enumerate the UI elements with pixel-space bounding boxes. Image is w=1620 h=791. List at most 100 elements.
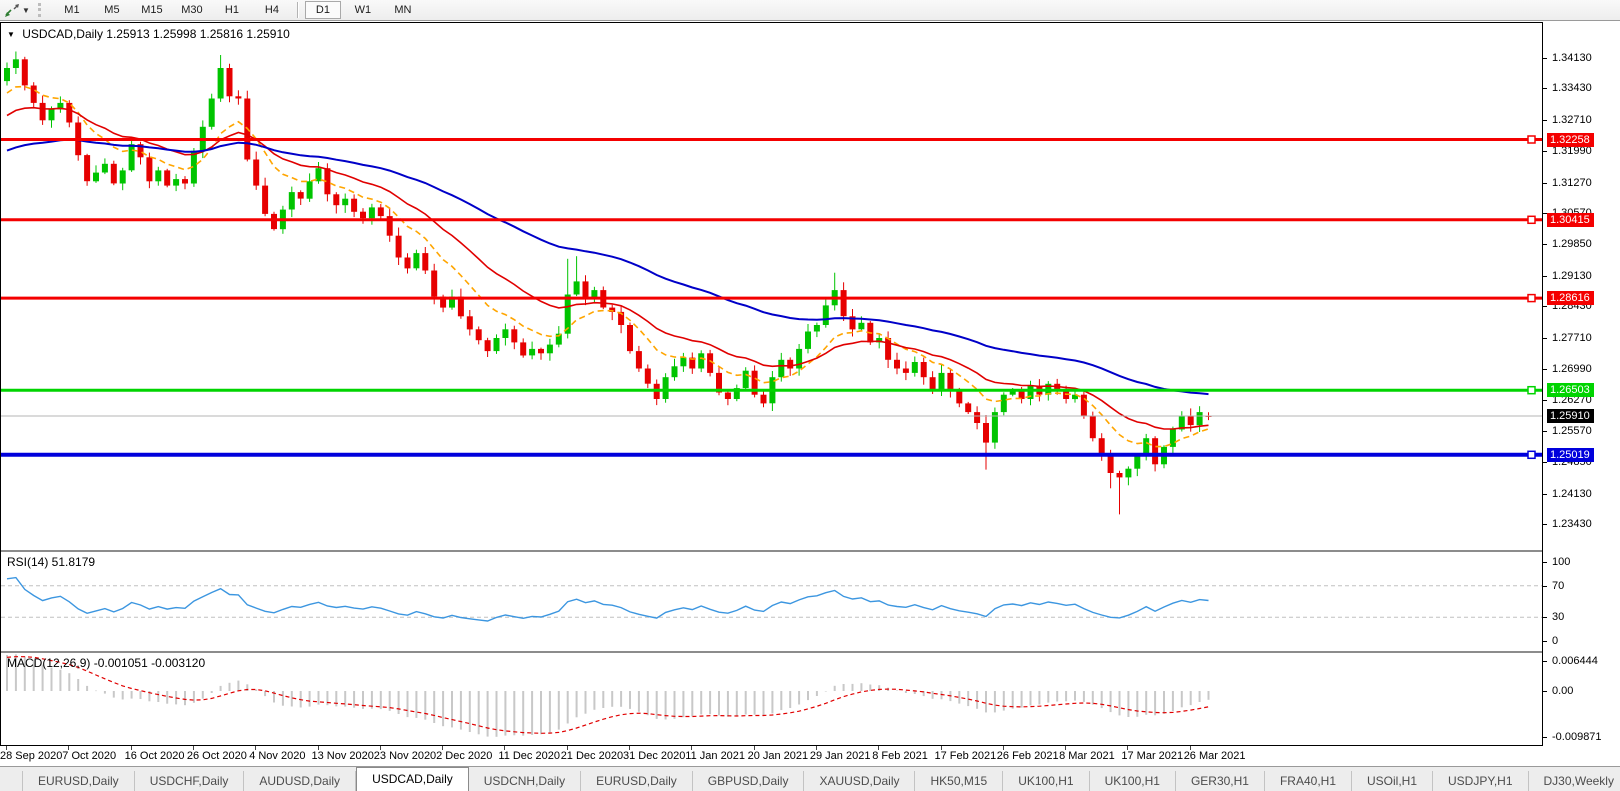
- timeframe-button-d1[interactable]: D1: [304, 1, 341, 19]
- macd-tick-label: 0.006444: [1552, 654, 1598, 667]
- timeframe-button-m1[interactable]: M1: [64, 4, 80, 16]
- macd-tick-label: -0.009871: [1552, 731, 1602, 744]
- date-tick-mark: [379, 746, 381, 750]
- price-tick-mark: [1543, 151, 1547, 153]
- chart-tab-audusd-daily[interactable]: AUDUSD,Daily: [244, 771, 357, 791]
- chart-tab-usdchf-daily[interactable]: USDCHF,Daily: [135, 771, 245, 791]
- timeframe-button-h4[interactable]: H4: [264, 4, 279, 16]
- macd-tick-mark: [1543, 691, 1547, 692]
- date-tick-label: 23 Nov 2020: [373, 750, 437, 762]
- crosshair-cursor-icon[interactable]: [3, 2, 21, 18]
- cursor-dropdown-caret-icon[interactable]: ▼: [22, 5, 30, 15]
- price-tick-mark: [1543, 523, 1547, 525]
- chart-symbol-period: USDCAD,Daily: [22, 27, 103, 41]
- price-tick-label: 1.27710: [1552, 331, 1592, 344]
- date-axis[interactable]: 28 Sep 2020 7 Oct 2020 16 Oct 2020 26 Oct 2…: [0, 746, 1543, 766]
- rsi-tick-mark: [1543, 562, 1547, 563]
- collapse-triangle-icon[interactable]: ▼: [7, 30, 15, 39]
- chart-tab-gbpusd-daily[interactable]: GBPUSD,Daily: [693, 771, 805, 791]
- date-tick-mark: [1002, 746, 1004, 750]
- date-tick-mark: [504, 746, 506, 750]
- toolbar-drag-handle[interactable]: [37, 3, 45, 17]
- price-tick-label: 1.34130: [1552, 52, 1592, 64]
- rsi-indicator-canvas[interactable]: [1, 552, 1542, 651]
- panel-divider[interactable]: [1, 550, 1542, 552]
- level-price-label: 1.25019: [1547, 447, 1594, 462]
- panel-divider[interactable]: [1, 651, 1542, 653]
- chart-tab-uk100-h1[interactable]: UK100,H1: [1003, 771, 1090, 791]
- rsi-tick-mark: [1543, 617, 1547, 619]
- date-tick-mark: [629, 746, 630, 750]
- chart-tab-uk100-h1[interactable]: UK100,H1: [1090, 771, 1176, 791]
- price-tick-label: 1.31990: [1552, 145, 1592, 158]
- date-tick-mark: [1127, 746, 1129, 750]
- chart-tab-fra40-h1[interactable]: FRA40,H1: [1265, 771, 1352, 791]
- timeframe-button-w1[interactable]: W1: [354, 4, 372, 16]
- price-tick-label: 1.31270: [1552, 176, 1592, 189]
- timeframe-button-m30[interactable]: M30: [181, 4, 203, 16]
- rsi-tick-label: 30: [1552, 611, 1565, 624]
- price-tick-mark: [1543, 244, 1547, 246]
- chart-tab-xauusd-daily[interactable]: XAUUSD,Daily: [804, 771, 916, 791]
- timeframe-button-m15[interactable]: M15: [141, 4, 163, 16]
- chart-tab-usdcnh-daily[interactable]: USDCNH,Daily: [469, 771, 582, 791]
- price-tick-label: 1.26270: [1552, 394, 1592, 407]
- date-tick-mark: [566, 746, 568, 750]
- chart-tab-hk50-m15[interactable]: HK50,M15: [915, 771, 1004, 791]
- date-tick-label: 29 Jan 2021: [809, 750, 871, 762]
- date-tick-label: 28 Sep 2020: [0, 750, 63, 762]
- price-chart-canvas[interactable]: [1, 23, 1542, 550]
- top-toolbar: ▼ M1 M5 M15 M30 H1 H4 D1 W1 MN: [0, 0, 1620, 21]
- timeframe-toolbar: M1 M5 M15 M30 H1 H4 D1 W1 MN: [52, 1, 423, 19]
- macd-indicator-canvas[interactable]: [1, 653, 1542, 745]
- price-tick-label: 1.29850: [1552, 238, 1592, 251]
- date-tick-label: 31 Dec 2020: [623, 750, 686, 762]
- date-tick-label: 26 Mar 2021: [1183, 750, 1246, 762]
- price-tick-label: 1.26990: [1552, 362, 1592, 375]
- price-tick-mark: [1543, 337, 1547, 339]
- chart-tab-eurusd-daily[interactable]: EURUSD,Daily: [581, 771, 693, 791]
- chart-tab-usoil-h1[interactable]: USOil,H1: [1352, 771, 1434, 791]
- date-tick-label: 26 Oct 2020: [186, 750, 247, 762]
- chart-tab-usdjpy-h1[interactable]: USDJPY,H1: [1433, 771, 1529, 791]
- macd-tick-mark: [1543, 660, 1547, 662]
- date-tick-label: 17 Mar 2021: [1121, 750, 1184, 762]
- level-price-label: 1.32258: [1547, 132, 1594, 147]
- chart-title: ▼ USDCAD,Daily 1.25913 1.25998 1.25816 1…: [7, 27, 290, 41]
- date-tick-label: 8 Feb 2021: [872, 750, 928, 762]
- date-tick-mark: [691, 746, 693, 750]
- timeframe-button-m5[interactable]: M5: [104, 4, 120, 16]
- price-tick-mark: [1543, 462, 1547, 464]
- rsi-tick-label: 0: [1552, 635, 1559, 647]
- price-tick-mark: [1543, 430, 1547, 432]
- date-tick-mark: [815, 746, 817, 750]
- date-tick-mark: [940, 746, 942, 750]
- rsi-tick-mark: [1543, 585, 1547, 587]
- timeframe-button-mn[interactable]: MN: [394, 4, 412, 16]
- price-tick-label: 1.33430: [1552, 82, 1592, 95]
- chart-tab-ger30-h1[interactable]: GER30,H1: [1176, 771, 1265, 791]
- chart-tab-eurusd-daily[interactable]: EURUSD,Daily: [22, 771, 135, 791]
- chart-window: [0, 22, 1543, 746]
- date-tick-mark: [6, 746, 7, 750]
- macd-label: MACD(12,26,9) -0.001051 -0.003120: [7, 656, 206, 670]
- timeframe-button-h1[interactable]: H1: [224, 4, 239, 16]
- date-tick-label: 26 Feb 2021: [996, 750, 1059, 762]
- date-tick-label: 20 Jan 2021: [747, 750, 809, 762]
- date-tick-mark: [192, 746, 194, 750]
- price-tick-mark: [1543, 306, 1547, 308]
- date-tick-label: 13 Nov 2020: [311, 750, 374, 762]
- price-tick-mark: [1543, 400, 1547, 402]
- price-tick-label: 1.23430: [1552, 517, 1592, 530]
- price-tick-mark: [1543, 88, 1547, 90]
- date-tick-label: 7 Oct 2020: [62, 750, 117, 762]
- price-axis[interactable]: 1.341301.334301.327101.319901.312701.305…: [1543, 22, 1620, 746]
- chart-tab-usdcad-daily[interactable]: USDCAD,Daily: [356, 767, 469, 791]
- chart-ohlc-values: 1.25913 1.25998 1.25816 1.25910: [106, 27, 290, 41]
- date-tick-mark: [255, 746, 257, 750]
- price-tick-mark: [1543, 58, 1547, 59]
- date-tick-label: 16 Oct 2020: [124, 750, 185, 762]
- chart-tab-dj30-weekly[interactable]: DJ30,Weekly: [1529, 771, 1620, 791]
- rsi-label: RSI(14) 51.8179: [7, 555, 96, 569]
